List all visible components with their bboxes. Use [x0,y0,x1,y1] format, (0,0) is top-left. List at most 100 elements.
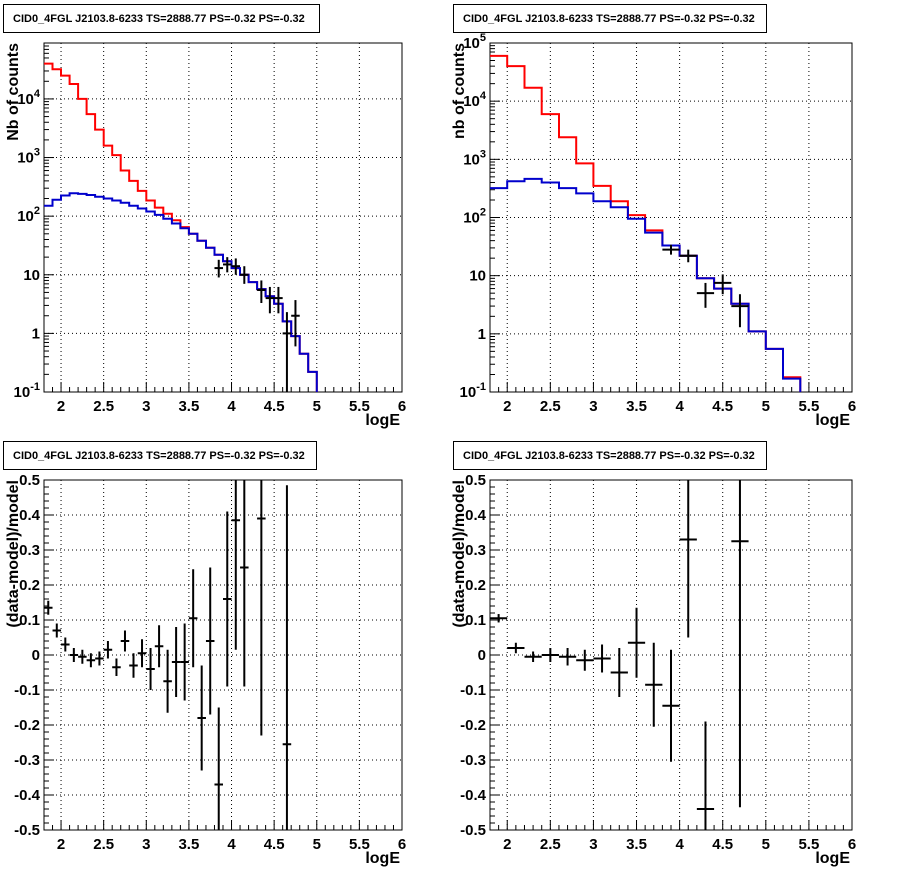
data-point [171,627,181,697]
model-histogram-red [490,54,802,392]
y-tick-label: 0 [32,647,40,664]
panel-residuals-right: CID0_4FGL J2103.8-6233 TS=2888.77 PS=-0.… [451,441,856,867]
y-tick-label: -0.1 [14,682,40,699]
x-tick-label: 2.5 [540,398,561,415]
plot-title: CID0_4FGL J2103.8-6233 TS=2888.77 PS=-0.… [463,450,755,462]
y-axis-label: nb of counts [451,43,468,139]
model-histogram-red [44,62,318,392]
y-tick-label: 0.5 [19,472,40,489]
y-tick-label: 102 [463,207,486,227]
y-tick-label: 0.5 [465,472,486,489]
x-tick-label: 2 [57,836,65,853]
x-tick-label: 4 [675,398,684,415]
data-point [197,665,206,771]
x-tick-label: 5 [762,398,770,415]
y-tick-label: -0.3 [14,752,40,769]
x-tick-label: 3.5 [626,398,647,415]
data-point [541,648,559,662]
data-point [257,280,266,303]
data-point [188,569,198,668]
plot-title: CID0_4FGL J2103.8-6233 TS=2888.77 PS=-0.… [463,13,755,25]
data-point [662,649,680,762]
data-point [214,707,223,830]
data-point [679,249,697,263]
x-tick-label: 2 [57,398,65,415]
y-tick-label: 0 [478,647,486,664]
x-tick-label: 3 [589,398,597,415]
data-point [146,648,155,690]
y-tick-label: 105 [463,32,486,52]
x-tick-label: 6 [398,398,406,415]
x-tick-label: 3.5 [178,836,199,853]
x-tick-label: 3.5 [626,836,647,853]
data-point [282,312,292,392]
data-point [231,258,241,275]
x-axis-label: logE [365,412,400,429]
x-tick-label: 5 [313,398,321,415]
data-point [257,480,266,736]
y-tick-label: 1 [32,325,40,342]
y-tick-label: 0.1 [465,612,486,629]
plot-title: CID0_4FGL J2103.8-6233 TS=2888.77 PS=-0.… [13,450,305,462]
data-point [696,282,715,308]
x-tick-label: 2.5 [93,398,114,415]
x-tick-label: 5 [313,836,321,853]
x-tick-label: 3 [589,836,597,853]
y-tick-label: 10-1 [14,381,40,401]
data-point [223,511,232,687]
y-tick-label: 0.2 [465,577,486,594]
x-tick-label: 5.5 [798,836,819,853]
panel-counts-left: CID0_4FGL J2103.8-6233 TS=2888.77 PS=-0.… [3,4,406,429]
data-point [240,480,249,687]
data-point [154,625,164,668]
y-tick-label: 1 [478,326,486,343]
data-point [524,651,542,662]
x-tick-label: 2.5 [540,836,561,853]
y-tick-label: -0.2 [460,717,486,734]
x-tick-label: 5.5 [798,398,819,415]
y-tick-label: 104 [463,90,487,110]
y-tick-label: -0.1 [460,682,486,699]
y-tick-label: -0.2 [14,717,40,734]
y-tick-label: 0.3 [19,542,40,559]
y-tick-label: 0.2 [19,577,40,594]
x-tick-label: 2.5 [93,836,114,853]
y-tick-label: 0.4 [465,507,487,524]
x-tick-label: 3 [142,398,150,415]
title-box [3,4,320,33]
x-tick-label: 3 [142,836,150,853]
x-axis-label: logE [815,412,850,429]
data-point [112,658,121,676]
data-point [274,286,283,314]
data-point [214,259,223,278]
y-tick-label: -0.4 [460,787,487,804]
data-point [78,649,87,664]
data-point [223,257,232,273]
data-point [662,244,680,255]
data-point [205,567,215,715]
data-point [731,294,749,328]
x-tick-label: 5 [762,836,770,853]
data-point [240,266,249,284]
data-point [231,480,241,650]
y-axis-label: (data-model)/model [5,480,22,628]
y-axis-label: (data-model)/model [451,480,468,628]
data-point [61,637,70,652]
y-tick-label: 10 [469,268,486,285]
x-tick-label: 6 [848,398,856,415]
y-tick-label: -0.5 [14,822,40,839]
data-point [291,300,300,347]
y-tick-label: -0.4 [14,787,41,804]
y-tick-label: 10-1 [460,381,486,401]
y-tick-label: 0.4 [19,507,41,524]
x-tick-label: 4 [227,836,236,853]
model-histogram-blue [490,177,802,392]
data-point [490,614,508,623]
x-tick-label: 6 [398,836,406,853]
data-point [265,286,275,314]
data-point [103,641,113,659]
data-point [180,623,189,701]
x-tick-label: 2 [503,836,511,853]
data-point [282,485,292,830]
